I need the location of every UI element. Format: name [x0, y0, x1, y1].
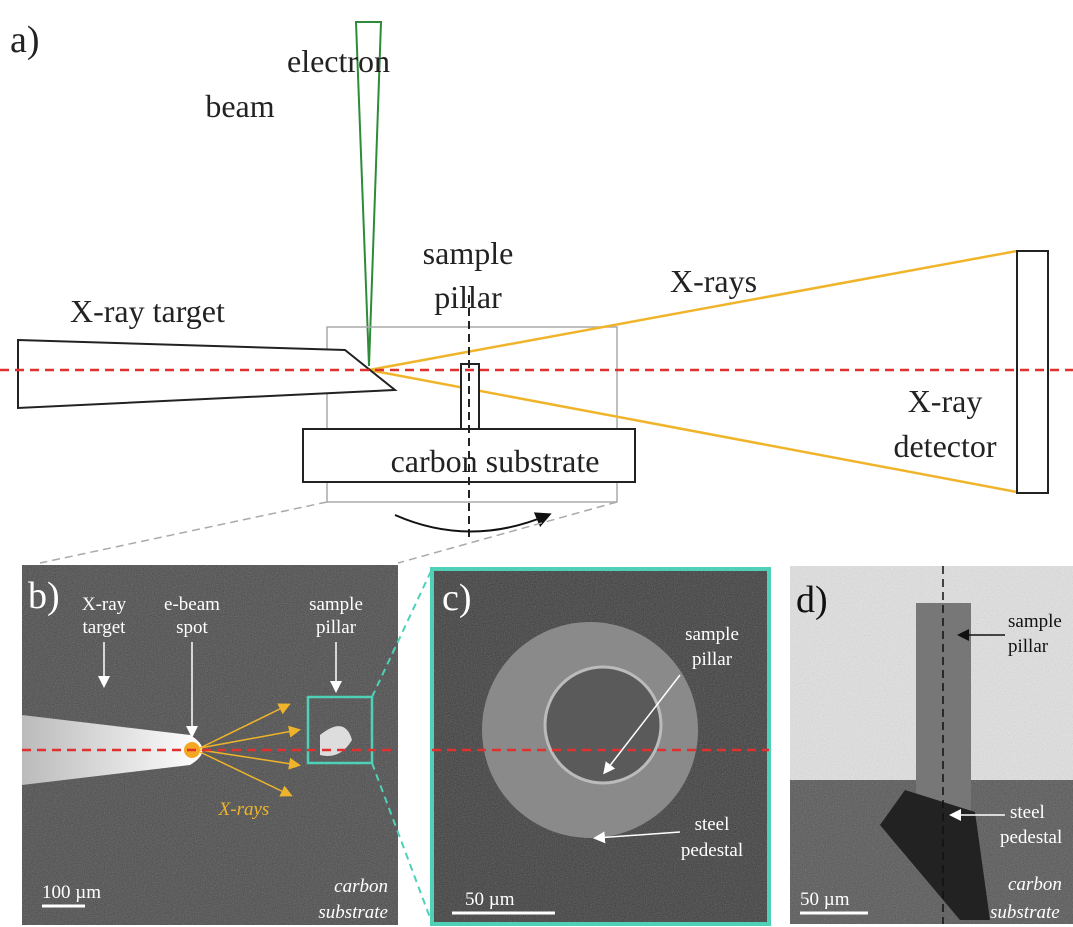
label: steel — [1010, 802, 1045, 823]
pillar-label: sample — [423, 235, 514, 271]
panel-label: a) — [10, 19, 40, 61]
zoom-line — [40, 502, 327, 563]
label: steel — [695, 814, 730, 835]
label: e-beam — [164, 594, 220, 615]
label: pillar — [316, 617, 357, 638]
panel-label: b) — [28, 575, 60, 617]
figure: a) electron beam X-ray target carbon sub… — [0, 0, 1073, 927]
electron-beam-label: electron — [287, 43, 390, 79]
label: target — [83, 617, 127, 638]
xray-target — [18, 340, 395, 408]
panel-d: d) sample pillar steel pedestal carbon s… — [790, 566, 1073, 924]
label: carbon — [334, 876, 388, 897]
electron-beam-label: beam — [205, 88, 274, 124]
rotation-arrow — [395, 515, 548, 532]
panel-label: c) — [442, 577, 472, 619]
label: substrate — [990, 902, 1060, 923]
xray-target-label: X-ray target — [70, 293, 225, 329]
pillar-image — [545, 667, 661, 783]
substrate-label: carbon substrate — [391, 443, 600, 479]
label: sample — [1008, 611, 1062, 632]
label: pedestal — [1000, 827, 1062, 848]
pillar-label: pillar — [434, 279, 502, 315]
panel-a: a) electron beam X-ray target carbon sub… — [0, 19, 1073, 563]
xrays-label: X-rays — [670, 263, 757, 299]
label: spot — [176, 617, 208, 638]
detector-label: detector — [893, 428, 996, 464]
scale-label: 50 µm — [800, 889, 850, 910]
scale-label: 100 µm — [42, 882, 101, 903]
label: sample — [685, 624, 739, 645]
zoom-line — [398, 502, 617, 563]
panel-b: b) X-ray target e-beam spot sample pilla… — [22, 565, 432, 925]
panel-c: c) sample pillar steel pedestal 50 µm — [432, 569, 769, 924]
detector-label: X-ray — [908, 383, 983, 419]
scale-label: 50 µm — [465, 889, 515, 910]
label: X-ray — [82, 594, 127, 615]
label: X-rays — [218, 799, 270, 820]
label: pillar — [1008, 636, 1049, 657]
panel-label: d) — [796, 579, 828, 621]
label: pedestal — [681, 840, 743, 861]
label: sample — [309, 594, 363, 615]
label: pillar — [692, 649, 733, 670]
label: substrate — [318, 902, 388, 923]
detector — [1017, 251, 1048, 493]
label: carbon — [1008, 874, 1062, 895]
